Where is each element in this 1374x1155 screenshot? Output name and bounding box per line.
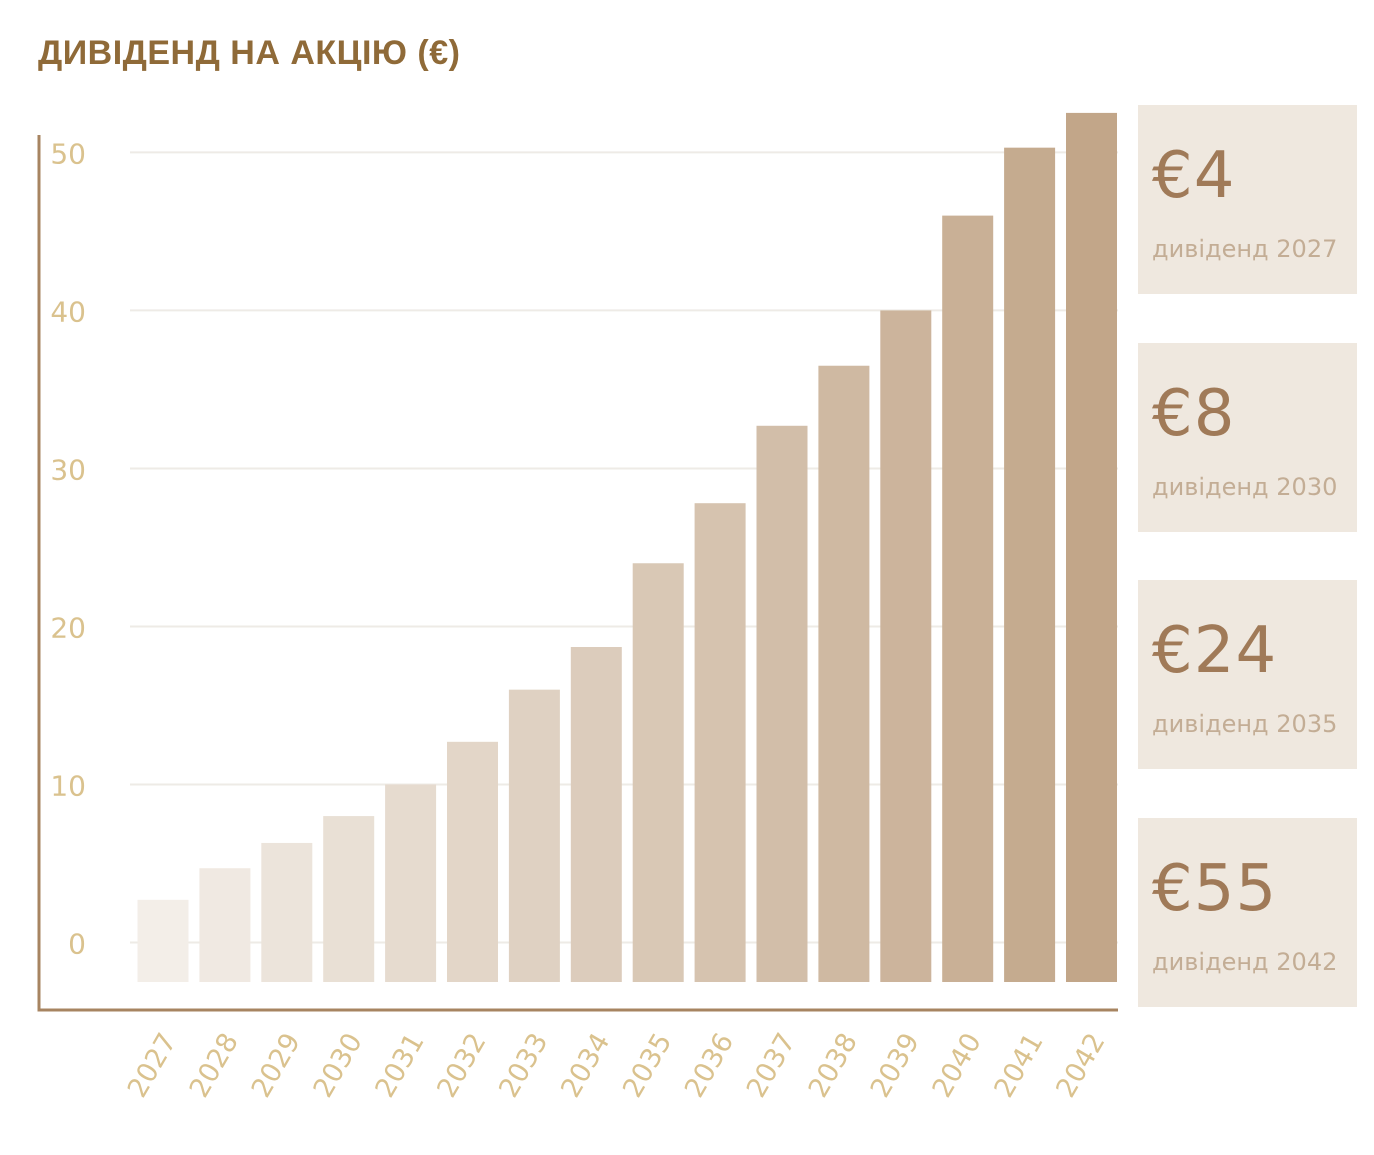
bar-2038 bbox=[818, 365, 870, 982]
stat-label: дивіденд 2030 bbox=[1152, 473, 1338, 501]
x-tick-label-2041: 2041 bbox=[988, 1028, 1049, 1103]
y-tick-label: 0 bbox=[68, 927, 86, 960]
stat-value: €55 bbox=[1152, 852, 1278, 926]
bar-2037 bbox=[756, 425, 808, 982]
bar-2042 bbox=[1066, 112, 1117, 983]
stat-value: €8 bbox=[1152, 377, 1236, 451]
stat-label: дивіденд 2027 bbox=[1152, 235, 1338, 263]
y-tick-labels: 0 10 20 30 40 50 bbox=[50, 137, 86, 960]
y-tick-label: 30 bbox=[50, 453, 86, 486]
bar-2029 bbox=[261, 842, 313, 982]
x-tick-label-2035: 2035 bbox=[617, 1028, 678, 1103]
stat-value: €4 bbox=[1152, 139, 1236, 213]
bar-2034 bbox=[570, 647, 622, 982]
stat-label: дивіденд 2042 bbox=[1152, 948, 1338, 976]
stat-card-2042: €55 дивіденд 2042 bbox=[1138, 818, 1357, 1007]
bar-2041 bbox=[1004, 147, 1056, 983]
y-tick-label: 10 bbox=[50, 769, 86, 802]
x-tick-label-2038: 2038 bbox=[803, 1028, 864, 1103]
stat-card-2030: €8 дивіденд 2030 bbox=[1138, 343, 1357, 532]
bar-2033 bbox=[508, 689, 560, 982]
x-tick-label-2027: 2027 bbox=[122, 1028, 183, 1103]
x-tick-label-2039: 2039 bbox=[865, 1028, 926, 1103]
stat-label: дивіденд 2035 bbox=[1152, 710, 1338, 738]
y-tick-label: 50 bbox=[50, 137, 86, 170]
stat-card-2035: €24 дивіденд 2035 bbox=[1138, 580, 1357, 769]
x-tick-label-2028: 2028 bbox=[184, 1028, 245, 1103]
bar-2032 bbox=[447, 741, 498, 982]
x-tick-labels: 2027 2028 2029 2030 2031 2032 2033 2034 2035 2036… bbox=[122, 1028, 1112, 1103]
chart-title: ДИВІДЕНД НА АКЦІЮ (€) bbox=[38, 34, 461, 72]
x-tick-label-2040: 2040 bbox=[927, 1028, 988, 1103]
bar-2030 bbox=[323, 816, 375, 982]
bar-2039 bbox=[880, 310, 932, 982]
x-tick-label-2037: 2037 bbox=[741, 1028, 802, 1103]
stat-card-2027: €4 дивіденд 2027 bbox=[1138, 105, 1357, 294]
x-tick-label-2029: 2029 bbox=[246, 1028, 307, 1103]
bar-2028 bbox=[199, 868, 251, 982]
x-tick-label-2036: 2036 bbox=[679, 1028, 740, 1103]
bar-2027 bbox=[137, 899, 189, 982]
x-tick-label-2033: 2033 bbox=[493, 1028, 554, 1103]
bar-2031 bbox=[385, 784, 437, 982]
bar-2035 bbox=[632, 563, 684, 982]
y-tick-label: 20 bbox=[50, 611, 86, 644]
y-tick-label: 40 bbox=[50, 295, 86, 328]
bars bbox=[137, 112, 1117, 983]
stat-value: €24 bbox=[1152, 614, 1278, 688]
x-tick-label-2042: 2042 bbox=[1050, 1028, 1111, 1103]
x-tick-label-2032: 2032 bbox=[431, 1028, 492, 1103]
axes bbox=[37, 135, 1118, 1012]
x-tick-label-2031: 2031 bbox=[369, 1028, 430, 1103]
x-tick-label-2034: 2034 bbox=[555, 1028, 616, 1103]
x-tick-label-2030: 2030 bbox=[308, 1028, 369, 1103]
bar-2036 bbox=[694, 503, 746, 982]
bar-2040 bbox=[942, 215, 994, 982]
